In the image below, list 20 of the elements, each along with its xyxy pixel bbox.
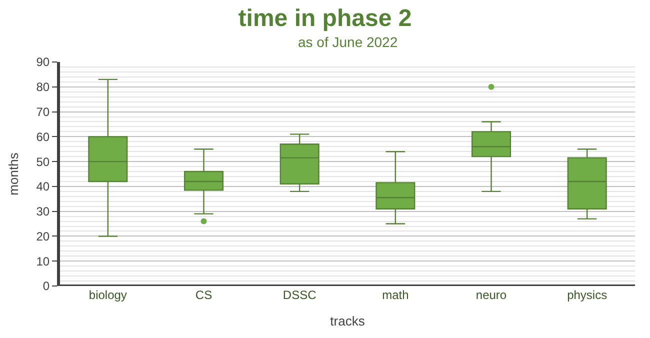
y-tick-label: 70: [36, 104, 50, 119]
x-tick-label: neuro: [476, 288, 507, 302]
x-tick-label: biology: [88, 288, 127, 302]
x-tick-label: physics: [567, 288, 608, 302]
x-tick-label: CS: [195, 288, 212, 302]
x-tick-label: DSSC: [282, 288, 317, 302]
y-tick-label: 50: [36, 154, 50, 169]
x-tick-label: math: [382, 288, 409, 302]
y-tick-label: 30: [36, 204, 50, 219]
y-tick-label: 10: [36, 254, 50, 268]
y-tick-label: 80: [36, 80, 50, 94]
y-tick-label: 90: [36, 55, 50, 70]
y-axis-title: months: [6, 152, 22, 196]
y-tick-label: 60: [36, 130, 50, 144]
y-tick-label: 0: [42, 279, 50, 294]
y-tick-label: 40: [36, 180, 50, 194]
y-tick-label: 20: [36, 229, 50, 244]
x-axis-title: tracks: [330, 314, 366, 329]
chart-subtitle: as of June 2022: [298, 34, 398, 50]
chart-title: time in phase 2: [238, 4, 412, 32]
